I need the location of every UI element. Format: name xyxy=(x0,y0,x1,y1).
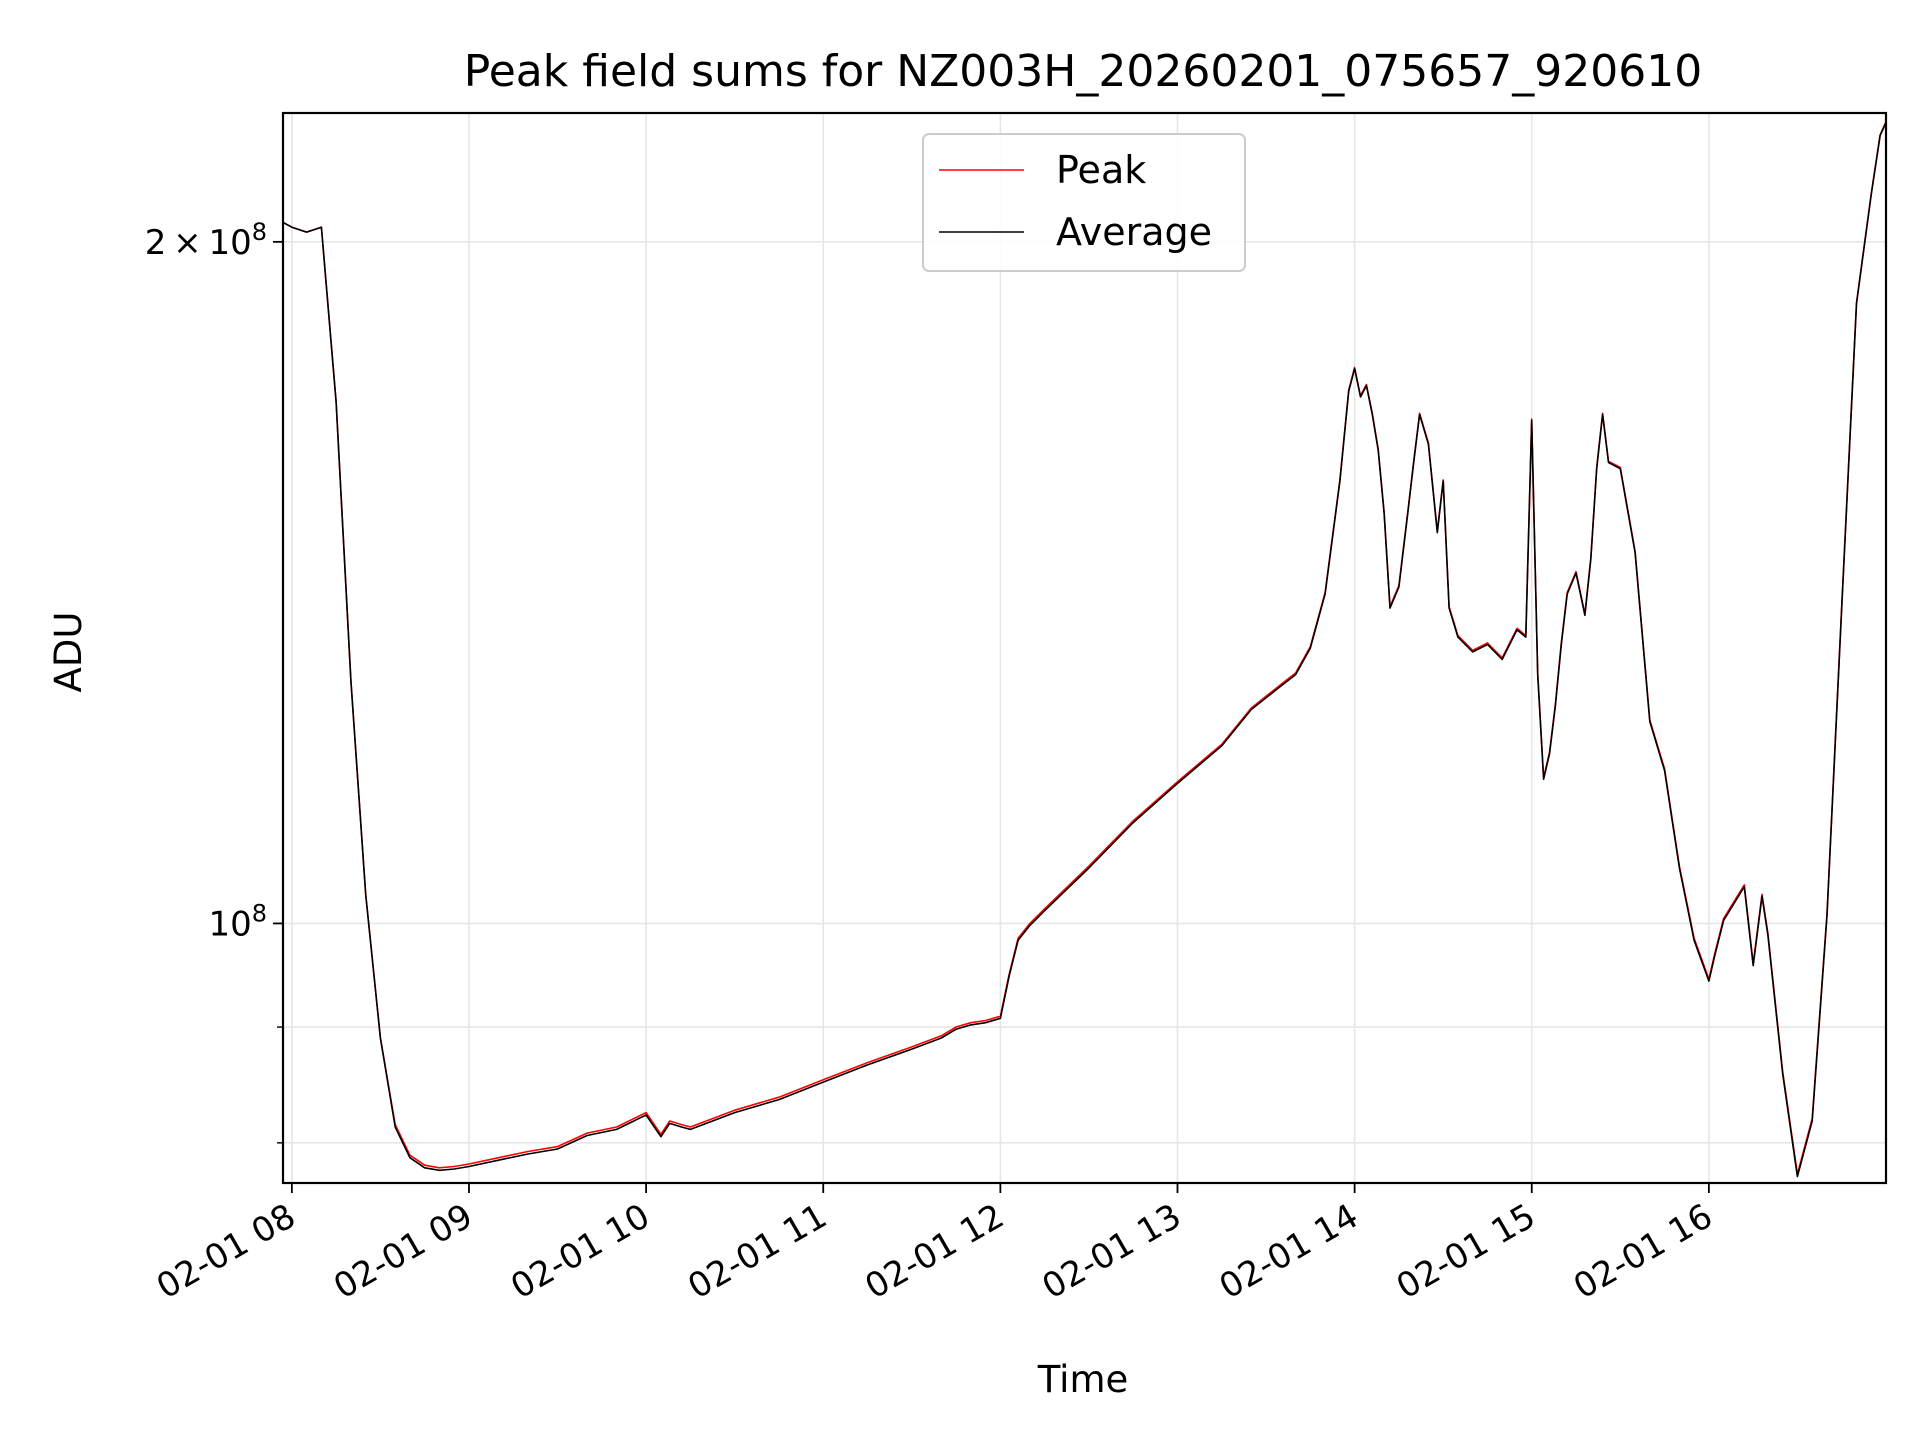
legend-box xyxy=(922,133,1246,272)
legend: Peak Average xyxy=(922,133,1246,272)
y-tick-label: 108 xyxy=(208,899,267,944)
plot-area-frame xyxy=(281,111,1888,1185)
legend-label-peak: Peak xyxy=(1056,148,1146,192)
x-axis-label: Time xyxy=(1037,1358,1129,1401)
y-axis: 108 2 × 108 xyxy=(145,218,283,1144)
y-tick-label: 2 × 108 xyxy=(145,218,267,263)
series-line-average xyxy=(282,122,1887,1178)
grid-lines xyxy=(283,113,1886,1183)
y-axis-label: ADU xyxy=(47,612,90,693)
chart-title: Peak field sums for NZ003H_20260201_0756… xyxy=(464,46,1702,97)
series-layer xyxy=(282,121,1887,1178)
legend-label-average: Average xyxy=(1056,210,1212,254)
